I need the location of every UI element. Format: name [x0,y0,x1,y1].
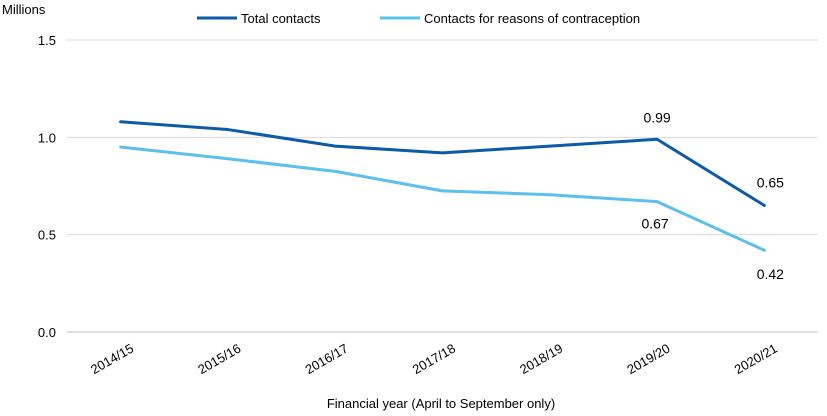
y-axis: 0.0 0.5 1.0 1.5 [38,33,56,340]
x-tick-label: 2014/15 [88,341,136,377]
series-lines [119,120,766,252]
data-label: 0.65 [757,174,784,190]
legend-label: Contacts for reasons of contraception [424,11,640,26]
data-labels: 0.99 0.65 0.67 0.42 [641,109,784,282]
x-tick-label: 2017/18 [410,341,458,377]
x-axis: 2014/15 2015/16 2016/17 2017/18 2018/19 2019/… [88,341,780,377]
gridlines [67,39,818,333]
y-tick-label: 1.0 [38,130,56,145]
data-label: 0.67 [641,216,668,232]
x-tick-label: 2020/21 [732,341,780,377]
legend-label: Total contacts [241,11,321,26]
y-axis-label: Millions [2,2,46,17]
legend: Total contacts Contacts for reasons of co… [197,11,640,26]
data-label: 0.42 [757,266,784,282]
series-line-contraception [119,145,766,252]
y-tick-label: 0.0 [38,325,56,340]
x-tick-label: 2016/17 [303,341,351,377]
data-label: 0.99 [643,109,670,125]
y-tick-label: 1.5 [38,33,56,48]
x-tick-label: 2018/19 [517,341,565,377]
x-tick-label: 2019/20 [624,341,672,377]
x-tick-label: 2015/16 [195,341,243,377]
y-tick-label: 0.5 [38,228,56,243]
series-line-total-contacts [119,120,766,207]
x-axis-title: Financial year (April to September only) [327,396,555,411]
